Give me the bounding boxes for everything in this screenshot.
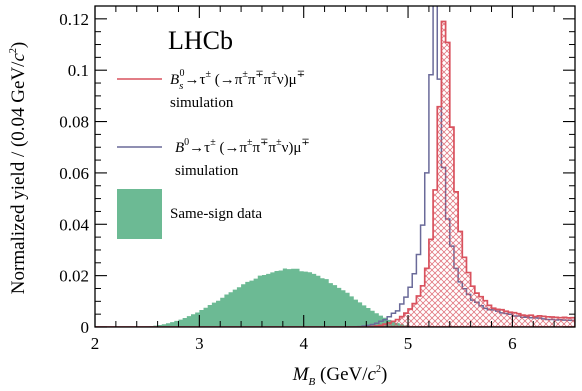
y-tick-label: 0.08: [59, 113, 89, 132]
y-tick-label: 0: [81, 318, 90, 337]
bs-histogram-line: [95, 20, 575, 327]
x-axis-label: MB (GeV/c2): [292, 364, 388, 388]
series-b0-simulation: [95, 6, 575, 327]
y-tick-label: 0.12: [59, 10, 89, 29]
legend-label-bd: B0→τ± (→π±π∓π±ν)μ∓: [175, 137, 310, 156]
series-same-sign-data: [95, 268, 575, 327]
x-tick-label: 4: [299, 334, 308, 353]
legend-label-bs: Bs0→τ± (→π±π∓π±ν)μ∓: [170, 68, 305, 92]
plot-frame: [94, 5, 576, 328]
legend: Bs0→τ± (→π±π∓π±ν)μ∓ simulation B0→τ± (→π…: [117, 68, 310, 239]
experiment-label: LHCb: [168, 26, 233, 55]
legend-label-bs-line2: simulation: [170, 95, 234, 111]
y-tick-label: 0.06: [59, 164, 89, 183]
histogram-series: [95, 6, 575, 327]
bs-histogram-hatch: [95, 21, 575, 327]
x-tick-label: 5: [404, 334, 413, 353]
series-bs0-simulation: [95, 20, 575, 327]
data-histogram-fill: [95, 268, 575, 327]
legend-marker-data: [117, 189, 162, 239]
x-tick-label: 2: [91, 334, 100, 353]
y-axis-label: Normalized yield / (0.04 GeV/c2): [8, 42, 29, 294]
y-tick-label: 0.1: [68, 61, 89, 80]
bd-histogram-line: [95, 6, 575, 327]
x-tick-label: 6: [508, 334, 517, 353]
y-tick-label: 0.02: [59, 267, 89, 286]
y-tick-label: 0.04: [59, 215, 89, 234]
x-tick-label: 3: [195, 334, 204, 353]
legend-label-bd-line2: simulation: [175, 163, 239, 179]
legend-label-data: Same-sign data: [170, 206, 262, 222]
axis-ticks: 2 3 4 5 6 0 0.02 0.04 0.06 0.08 0.1 0.12: [59, 6, 576, 353]
